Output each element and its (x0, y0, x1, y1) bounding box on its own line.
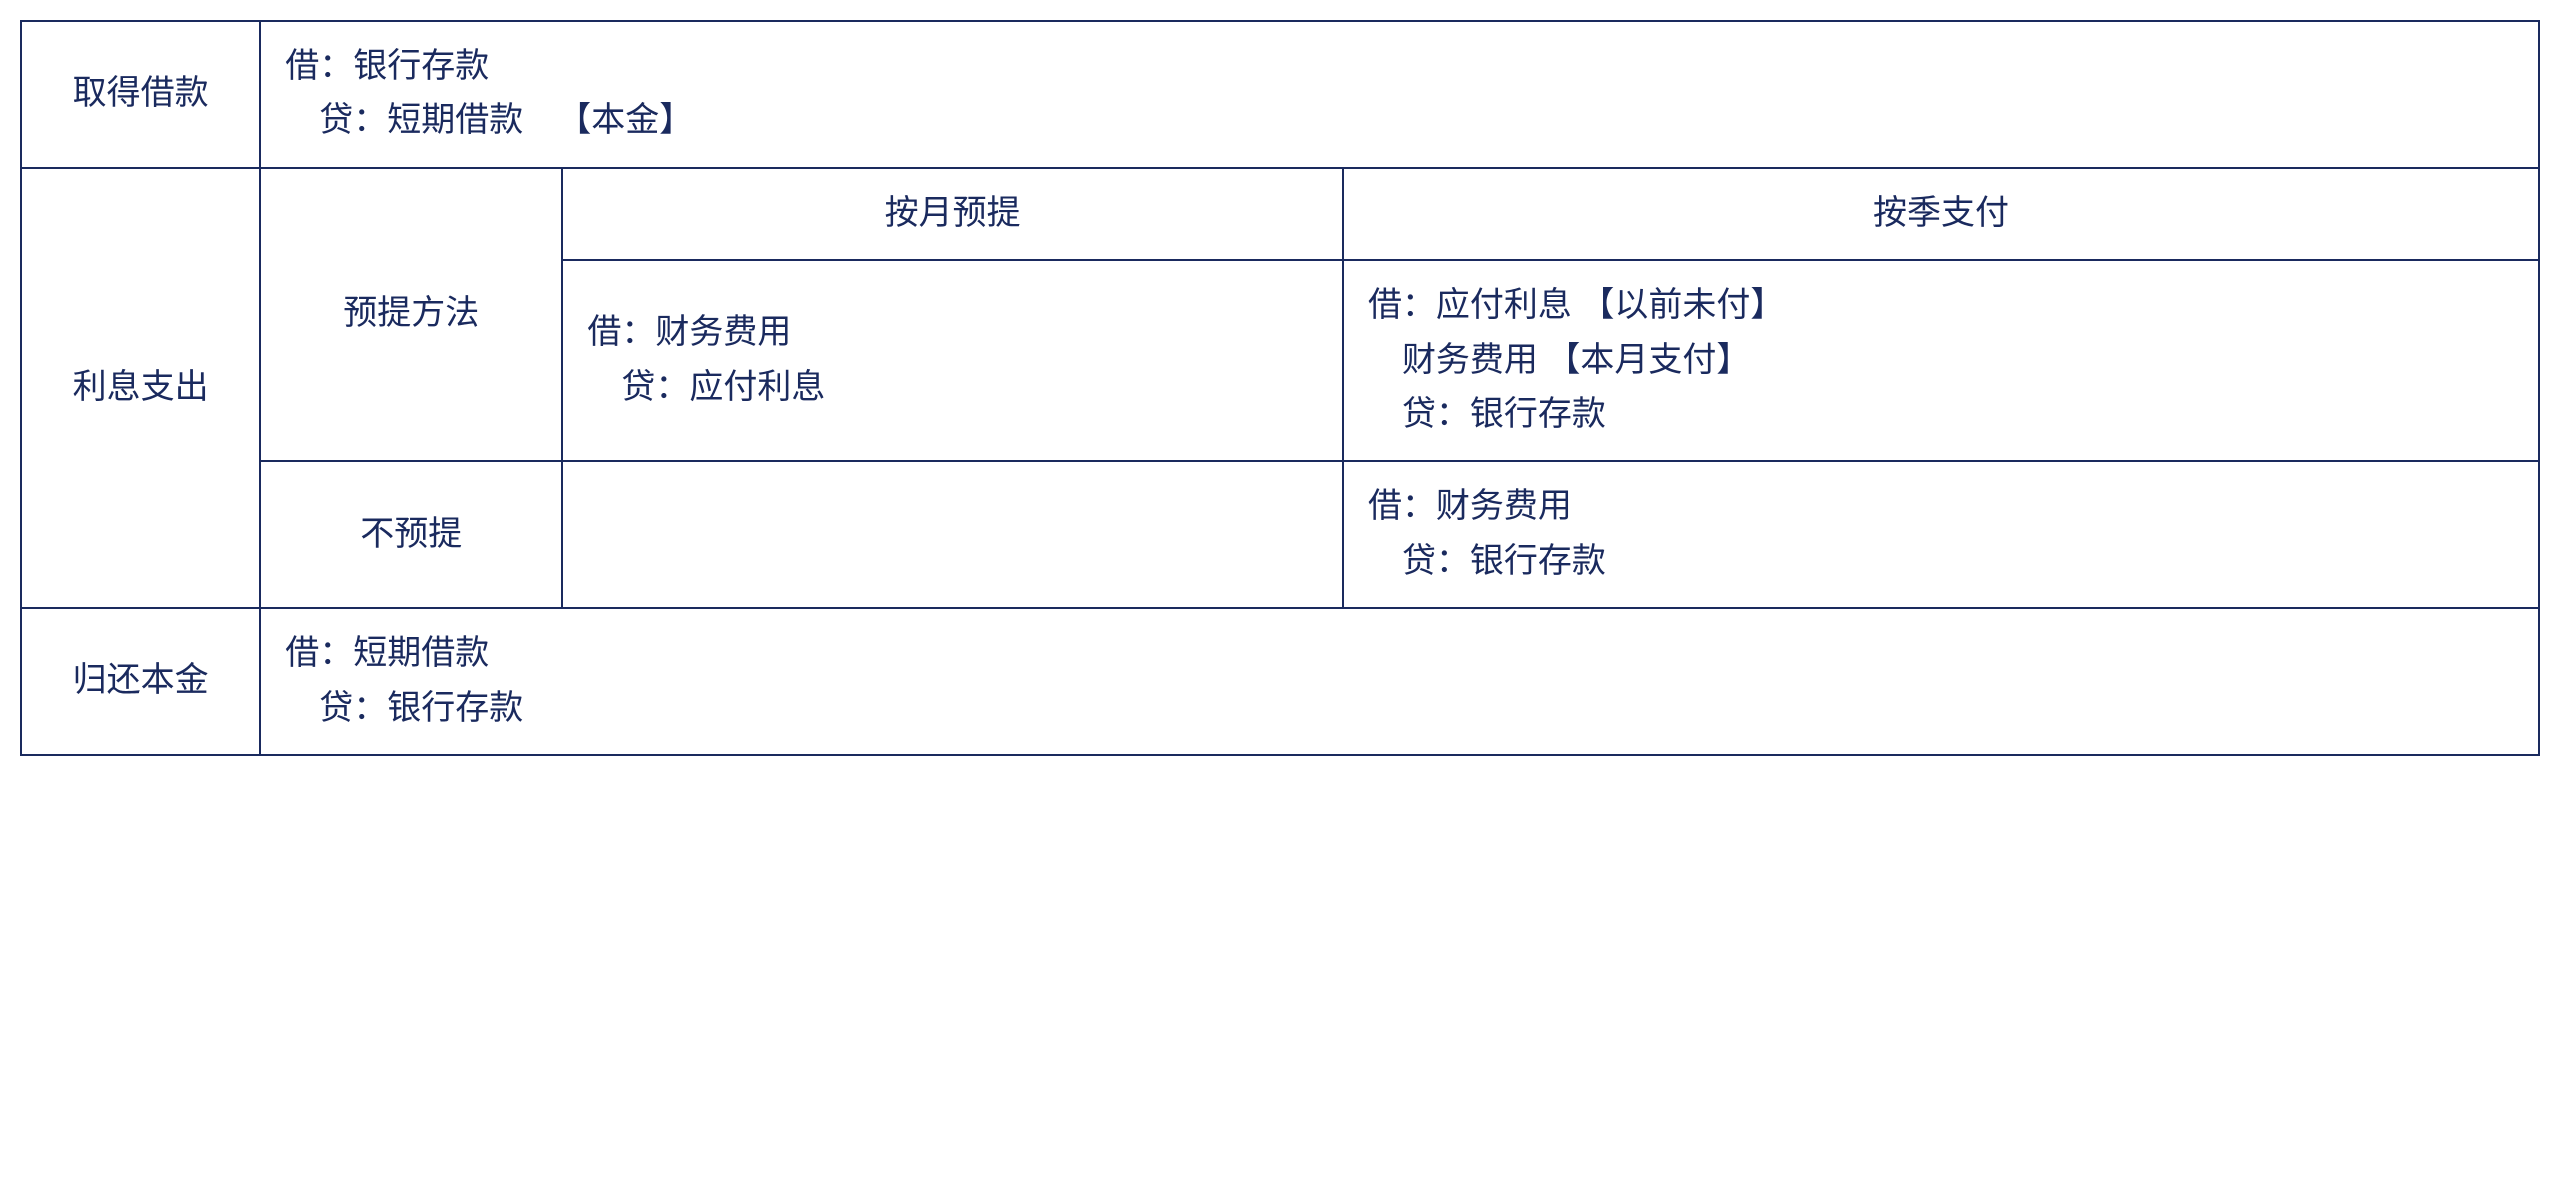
row-header-obtain-loan: 取得借款 (21, 21, 260, 168)
table-row: 不预提 借：财务费用 贷：银行存款 (21, 461, 2539, 608)
no-accrual-monthly-cell (562, 461, 1343, 608)
accounting-table: 取得借款 借：银行存款 贷：短期借款 【本金】 利息支出 预提方法 按月预提 按… (20, 20, 2540, 756)
table-row: 归还本金 借：短期借款 贷：银行存款 (21, 608, 2539, 755)
accrual-method-label: 预提方法 (260, 168, 562, 462)
monthly-accrual-header: 按月预提 (562, 168, 1343, 260)
row-header-repay-principal: 归还本金 (21, 608, 260, 755)
repay-principal-entry: 借：短期借款 贷：银行存款 (260, 608, 2539, 755)
quarterly-payment-entry: 借：应付利息 【以前未付】 财务费用 【本月支付】 贷：银行存款 (1343, 260, 2539, 461)
row-header-interest-expense: 利息支出 (21, 168, 260, 608)
quarterly-payment-header: 按季支付 (1343, 168, 2539, 260)
table-row: 取得借款 借：银行存款 贷：短期借款 【本金】 (21, 21, 2539, 168)
monthly-accrual-entry: 借：财务费用 贷：应付利息 (562, 260, 1343, 461)
no-accrual-label: 不预提 (260, 461, 562, 608)
no-accrual-quarterly-entry: 借：财务费用 贷：银行存款 (1343, 461, 2539, 608)
table-row: 利息支出 预提方法 按月预提 按季支付 (21, 168, 2539, 260)
obtain-loan-entry: 借：银行存款 贷：短期借款 【本金】 (260, 21, 2539, 168)
